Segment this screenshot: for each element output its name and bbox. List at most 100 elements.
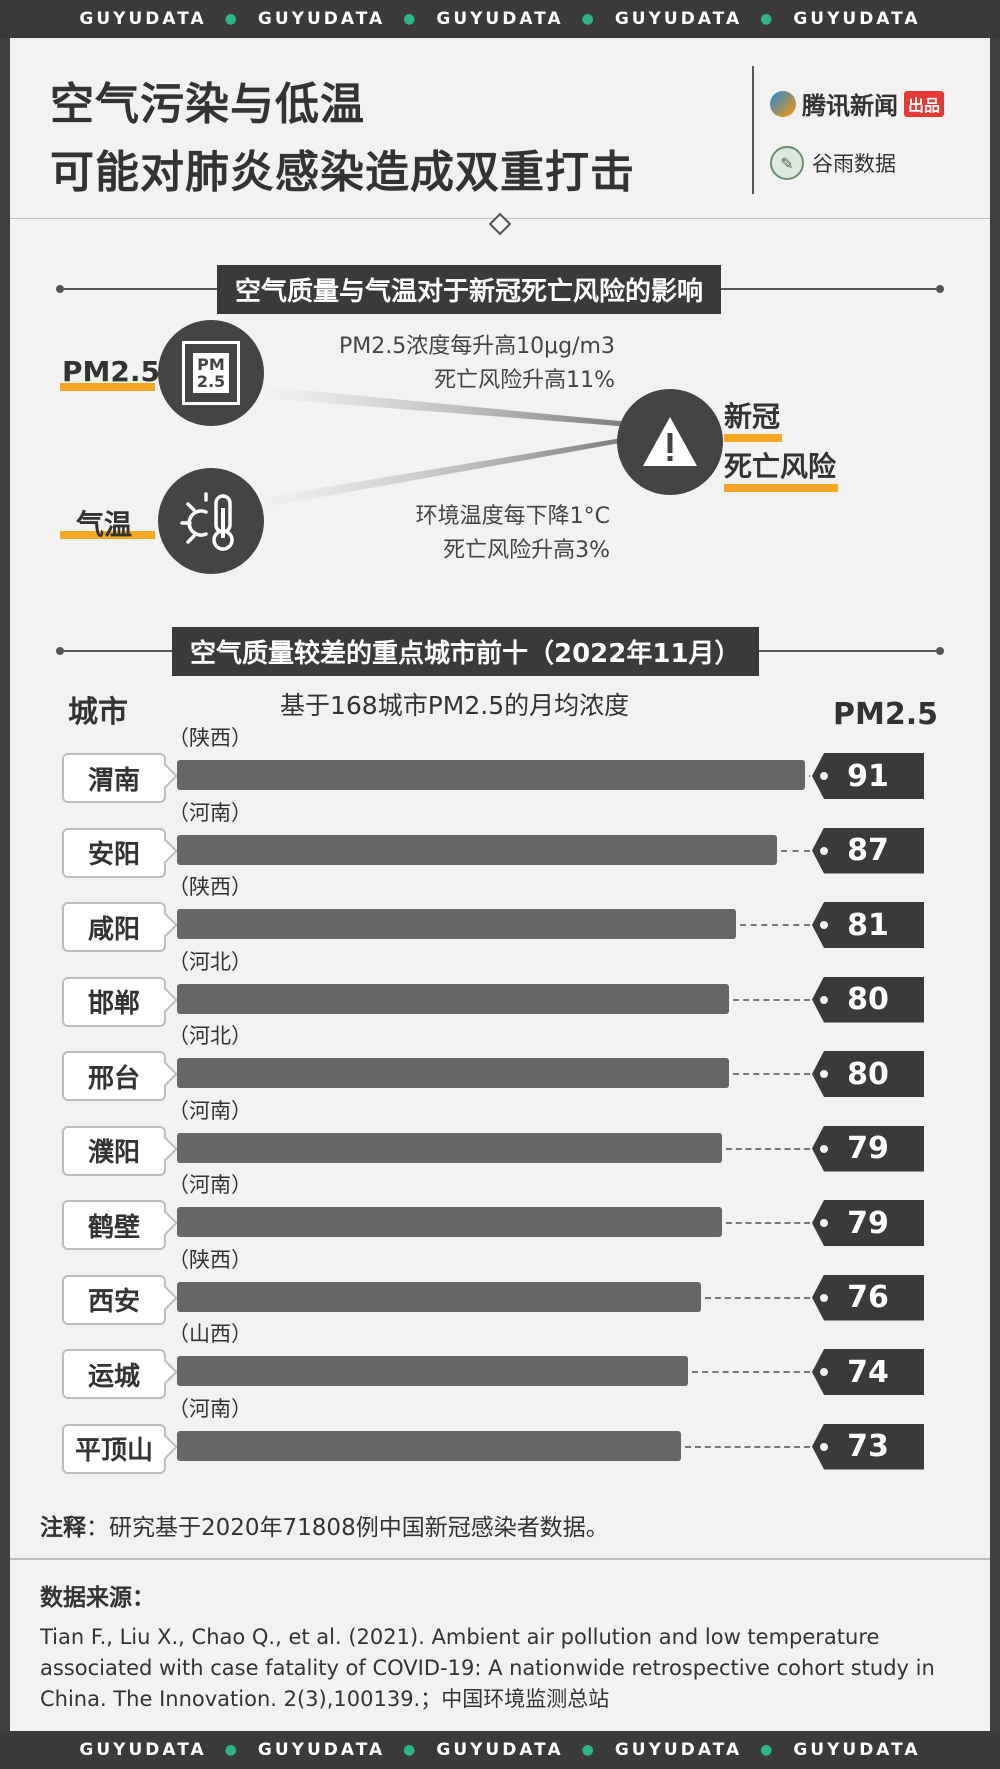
dot-icon: ● (403, 1742, 419, 1758)
value-label: 81 (847, 907, 889, 943)
value-tag: 87 (812, 827, 924, 874)
city-column-header: 城市 (68, 695, 128, 730)
city-label: 邢台 (62, 1051, 166, 1101)
leader-line (809, 775, 810, 777)
dot-icon: ● (760, 1742, 776, 1758)
warning-icon (617, 389, 723, 495)
tag-hole-icon (820, 1070, 828, 1078)
brand-text: GUYUDATA (614, 1740, 743, 1760)
value-label: 79 (847, 1131, 889, 1166)
tag-hole-icon (820, 1368, 828, 1376)
brand-text: GUYUDATA (436, 9, 564, 29)
pm-effect-line1: PM2.5浓度每升高10μg/m3 (338, 334, 615, 359)
tag-hole-icon (820, 1219, 828, 1227)
city-label: 渭南 (62, 753, 166, 803)
guyu-logo-icon: ✎ (770, 146, 804, 180)
brand-strip-bottom: GUYUDATA ● GUYUDATA ● GUYUDATA ● GUYUDATA ● … (0, 1731, 1000, 1769)
leader-line (692, 1371, 810, 1373)
brand-text: GUYUDATA (793, 9, 921, 29)
leader-line (726, 1147, 810, 1150)
tencent-logo-icon (770, 90, 796, 117)
pm-column-header: PM2.5 (833, 697, 938, 732)
dot-icon: ● (403, 11, 419, 27)
value-label: 74 (847, 1354, 889, 1390)
temp-effect-line2: 死亡风险升高3% (443, 538, 610, 563)
province-label: （河北） (168, 1024, 252, 1048)
source-text: Tian F., Liu X., Chao Q., et al. (2021).… (40, 1625, 935, 1711)
value-label: 87 (847, 833, 889, 868)
city-label: 濮阳 (62, 1125, 166, 1176)
brand-strip-top: GUYUDATA ● GUYUDATA ● GUYUDATA ● GUYUDATA ● … (0, 0, 1000, 38)
value-label: 91 (847, 758, 889, 794)
leader-line (740, 924, 810, 926)
bar (177, 1207, 722, 1237)
brand-text: GUYUDATA (614, 9, 743, 29)
tag-hole-icon (820, 1293, 828, 1302)
bar (177, 834, 777, 865)
pm25-icon: PM 2.5 (158, 320, 264, 426)
city-label: 安阳 (62, 827, 166, 878)
brand-text: GUYUDATA (436, 1740, 564, 1760)
chart-subtitle: 基于168城市PM2.5的月均浓度 (280, 691, 630, 720)
tencent-logo-text: 腾讯新闻 (802, 92, 898, 120)
province-label: （陕西） (168, 1247, 252, 1272)
value-tag: 76 (812, 1274, 924, 1321)
tag-hole-icon (820, 1442, 828, 1451)
tag-hole-icon (820, 921, 828, 929)
pm-effect: PM2.5浓度每升高10μg/m3 死亡风险升高11% (310, 330, 615, 398)
header-divider (752, 66, 754, 194)
page-title-line1: 空气污染与低温 (50, 79, 365, 130)
value-label: 76 (847, 1280, 889, 1315)
city-label: 平顶山 (62, 1423, 166, 1474)
pm-label: PM2.5 (62, 355, 160, 388)
footnote-label: 注释 (40, 1515, 86, 1541)
province-label: （陕西） (168, 726, 252, 750)
page-title-line2: 可能对肺炎感染造成双重打击 (50, 147, 635, 198)
tencent-news-logo: 腾讯新闻 出品 (770, 86, 945, 121)
connector-wedges (260, 386, 670, 508)
pm-label-underline (60, 383, 155, 391)
temp-effect: 环境温度每下降1°C 死亡风险升高3% (340, 500, 610, 568)
brand-text: GUYUDATA (257, 1740, 386, 1760)
value-tag: 81 (812, 902, 924, 948)
value-label: 80 (847, 1056, 889, 1092)
bar (177, 1058, 729, 1088)
brand-text: GUYUDATA (257, 9, 386, 29)
result-underline1 (724, 434, 782, 442)
value-tag: 91 (812, 753, 924, 799)
leader-line (726, 1222, 810, 1224)
result-line2: 死亡风险 (724, 450, 837, 483)
section2-title: 空气质量较差的重点城市前十（2022年11月） (172, 627, 759, 676)
brand-text: GUYUDATA (79, 9, 207, 29)
province-label: （河南） (168, 800, 252, 825)
value-tag: 74 (812, 1349, 924, 1395)
dot-icon: ● (581, 11, 597, 27)
province-label: （河南） (168, 1098, 252, 1123)
dot-icon: ● (224, 1742, 240, 1758)
infographic-panel: 空气污染与低温 可能对肺炎感染造成双重打击 腾讯新闻 出品 ✎ 谷雨数据 空气质… (10, 38, 990, 1731)
dot-icon: ● (760, 11, 776, 27)
temp-label-underline (60, 531, 155, 539)
leader-line (705, 1296, 810, 1299)
source-divider (10, 1558, 990, 1560)
province-label: （河南） (168, 1396, 252, 1421)
bar (177, 909, 736, 939)
bar (177, 1356, 688, 1386)
bar (177, 1132, 722, 1163)
leader-line (733, 1073, 810, 1075)
leader-line (733, 998, 810, 1001)
province-label: （河北） (168, 949, 252, 974)
province-label: （陕西） (168, 875, 252, 899)
leader-line (685, 1445, 810, 1448)
temp-label: 气温 (76, 508, 133, 541)
value-tag: 79 (812, 1125, 924, 1172)
city-label: 鹤壁 (62, 1200, 166, 1250)
bar (177, 760, 805, 790)
bar (177, 983, 729, 1014)
value-label: 80 (847, 982, 889, 1017)
tag-hole-icon (820, 1144, 828, 1153)
value-tag: 80 (812, 1051, 924, 1097)
tencent-logo-badge: 出品 (904, 90, 945, 117)
city-label: 西安 (62, 1274, 166, 1325)
result-label: 新冠 死亡风险 (724, 392, 836, 492)
